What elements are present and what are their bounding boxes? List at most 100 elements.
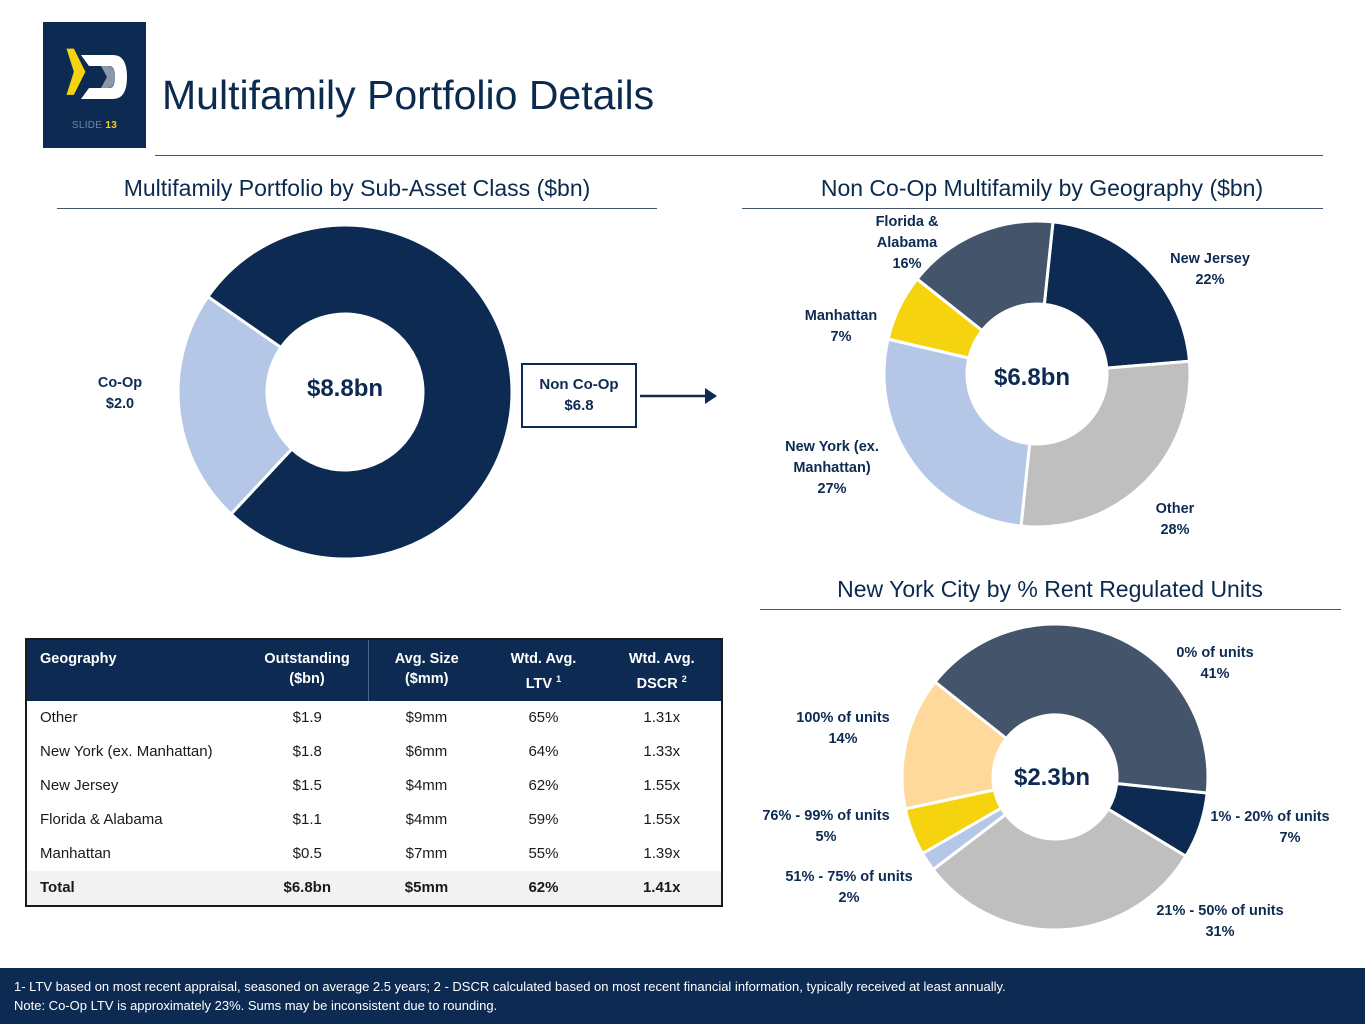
cell-avg-size: $4mm <box>405 811 448 829</box>
chart1-title: Multifamily Portfolio by Sub-Asset Class… <box>123 175 591 201</box>
cell-outstanding: $1.9 <box>292 709 322 727</box>
title-divider <box>155 155 1323 156</box>
cell-geography: Other <box>40 709 78 727</box>
label-name: 51% - 75% of units <box>785 869 913 885</box>
geography-table: Geography Outstanding ($bn) Avg. Size ($mm… <box>25 638 723 907</box>
cell-outstanding: $0.5 <box>292 845 322 863</box>
table-header-row: Geography Outstanding ($bn) Avg. Size ($mm… <box>26 639 722 701</box>
label-value: 41% <box>1200 666 1230 682</box>
table-row: Florida & Alabama $1.1 $4mm 59% 1.55x <box>26 803 722 837</box>
cell-outstanding: $1.5 <box>292 777 322 795</box>
chart2-label-new-york: New York (ex. Manhattan) 27% <box>772 437 892 500</box>
slice-co-op <box>176 294 294 517</box>
label-value: 5% <box>815 829 837 845</box>
label-value: 14% <box>828 731 858 747</box>
footnote-line-1: 1- LTV based on most recent appraisal, s… <box>14 979 1006 994</box>
cell-dscr: 1.33x <box>643 743 681 761</box>
non-coop-callout: Non Co-Op $6.8 <box>521 363 637 428</box>
slice-other <box>1019 359 1192 529</box>
chart3-label-76-99: 76% - 99% of units 5% <box>752 806 900 848</box>
donut-geography <box>882 219 1192 529</box>
chart3-label-0: 0% of units 41% <box>1160 643 1270 685</box>
table-row: New Jersey $1.5 $4mm 62% 1.55x <box>26 769 722 803</box>
table-row: New York (ex. Manhattan) $1.8 $6mm 64% 1… <box>26 735 722 769</box>
chart3-title: New York City by % Rent Regulated Units <box>837 576 1263 602</box>
table-row: Manhattan $0.5 $7mm 55% 1.39x <box>26 837 722 871</box>
chart3-label-1-20: 1% - 20% of units 7% <box>1200 807 1340 849</box>
chart2-label-manhattan: Manhattan 7% <box>791 306 891 348</box>
table-total-row: Total $6.8bn $5mm 62% 1.41x <box>26 870 722 906</box>
cell-avg-size: $9mm <box>405 709 448 727</box>
chart3-center-label: $2.3bn <box>1013 764 1091 791</box>
cell-geography: Manhattan <box>40 845 111 863</box>
label-name: Co-Op <box>97 375 143 391</box>
slice-100-pct <box>900 679 1009 811</box>
label-value: 28% <box>1160 522 1190 538</box>
donut-rent-regulated <box>900 622 1210 932</box>
col-header-geography: Geography <box>26 639 246 701</box>
label-name: 1% - 20% of units <box>1210 809 1330 825</box>
cell-geography: New Jersey <box>40 777 119 795</box>
chart3-title-divider <box>760 609 1341 610</box>
chart2-label-new-jersey: New Jersey 22% <box>1150 249 1270 291</box>
cell-outstanding: $1.8 <box>292 743 322 761</box>
label-name: 100% of units <box>796 710 890 726</box>
cell-avg-size: $4mm <box>405 777 448 795</box>
cell-avg-size: $7mm <box>405 845 448 863</box>
slice-florida-alabama <box>914 219 1055 333</box>
label-value: 16% <box>892 256 922 272</box>
label-name: Manhattan) <box>793 460 871 476</box>
label-name: Alabama <box>876 235 938 251</box>
chart2-label-other: Other 28% <box>1135 499 1215 541</box>
cell-avg-size: $6mm <box>405 743 448 761</box>
chart2-title: Non Co-Op Multifamily by Geography ($bn) <box>820 175 1264 201</box>
label-name: Other <box>1155 501 1195 517</box>
chart3-label-51-75: 51% - 75% of units 2% <box>775 867 923 909</box>
label-value: 22% <box>1195 272 1225 288</box>
company-logo: SLIDE 13 <box>43 22 146 148</box>
label-value: 7% <box>830 329 852 345</box>
chart1-title-divider <box>57 208 657 209</box>
cell-dscr: 1.55x <box>643 811 681 829</box>
cell-outstanding: $1.1 <box>292 811 322 829</box>
chart1-center-label: $8.8bn <box>306 375 384 402</box>
label-name: 0% of units <box>1176 645 1254 661</box>
slice-new-jersey <box>1042 220 1192 370</box>
label-value: 31% <box>1205 924 1235 940</box>
col-header-outstanding: Outstanding ($bn) <box>246 639 369 701</box>
chart2-title-divider <box>742 208 1323 209</box>
label-name: Manhattan <box>804 308 878 324</box>
footnotes: 1- LTV based on most recent appraisal, s… <box>0 968 1365 1024</box>
chart2-center-label: $6.8bn <box>993 364 1071 391</box>
cell-ltv: 62% <box>528 777 559 795</box>
cell-ltv: 64% <box>528 743 559 761</box>
label-name: Non Co-Op <box>539 376 619 393</box>
cell-geography: Florida & Alabama <box>40 811 163 829</box>
cell-dscr: 1.55x <box>643 777 681 795</box>
label-value: 27% <box>817 481 847 497</box>
label-value: $2.0 <box>105 396 135 412</box>
page-title: Multifamily Portfolio Details <box>162 72 655 118</box>
col-header-avg-size: Avg. Size ($mm) <box>368 639 485 701</box>
cell-dscr: 1.39x <box>643 845 681 863</box>
arrow-right-icon <box>705 388 717 404</box>
donut-sub-asset-class <box>176 223 514 561</box>
cell-geography: Total <box>26 870 246 906</box>
label-name: New York (ex. <box>785 439 879 455</box>
slice-21-50-pct <box>931 807 1188 932</box>
cell-outstanding: $6.8bn <box>246 870 369 906</box>
col-header-dscr: Wtd. Avg. DSCR 2 <box>602 639 722 701</box>
col-header-ltv: Wtd. Avg. LTV 1 <box>484 639 603 701</box>
cell-ltv: 59% <box>528 811 559 829</box>
cell-dscr: 1.31x <box>643 709 681 727</box>
label-name: 76% - 99% of units <box>762 808 890 824</box>
slice-new-york-ex-manhattan <box>882 337 1032 528</box>
table-row: Other $1.9 $9mm 65% 1.31x <box>26 701 722 735</box>
footnote-line-2: Note: Co-Op LTV is approximately 23%. Su… <box>14 998 498 1013</box>
cell-ltv: 65% <box>528 709 559 727</box>
label-value: 7% <box>1279 830 1301 846</box>
label-name: 21% - 50% of units <box>1156 903 1284 919</box>
chart3-label-100: 100% of units 14% <box>778 708 908 750</box>
label-name: New Jersey <box>1170 251 1250 267</box>
